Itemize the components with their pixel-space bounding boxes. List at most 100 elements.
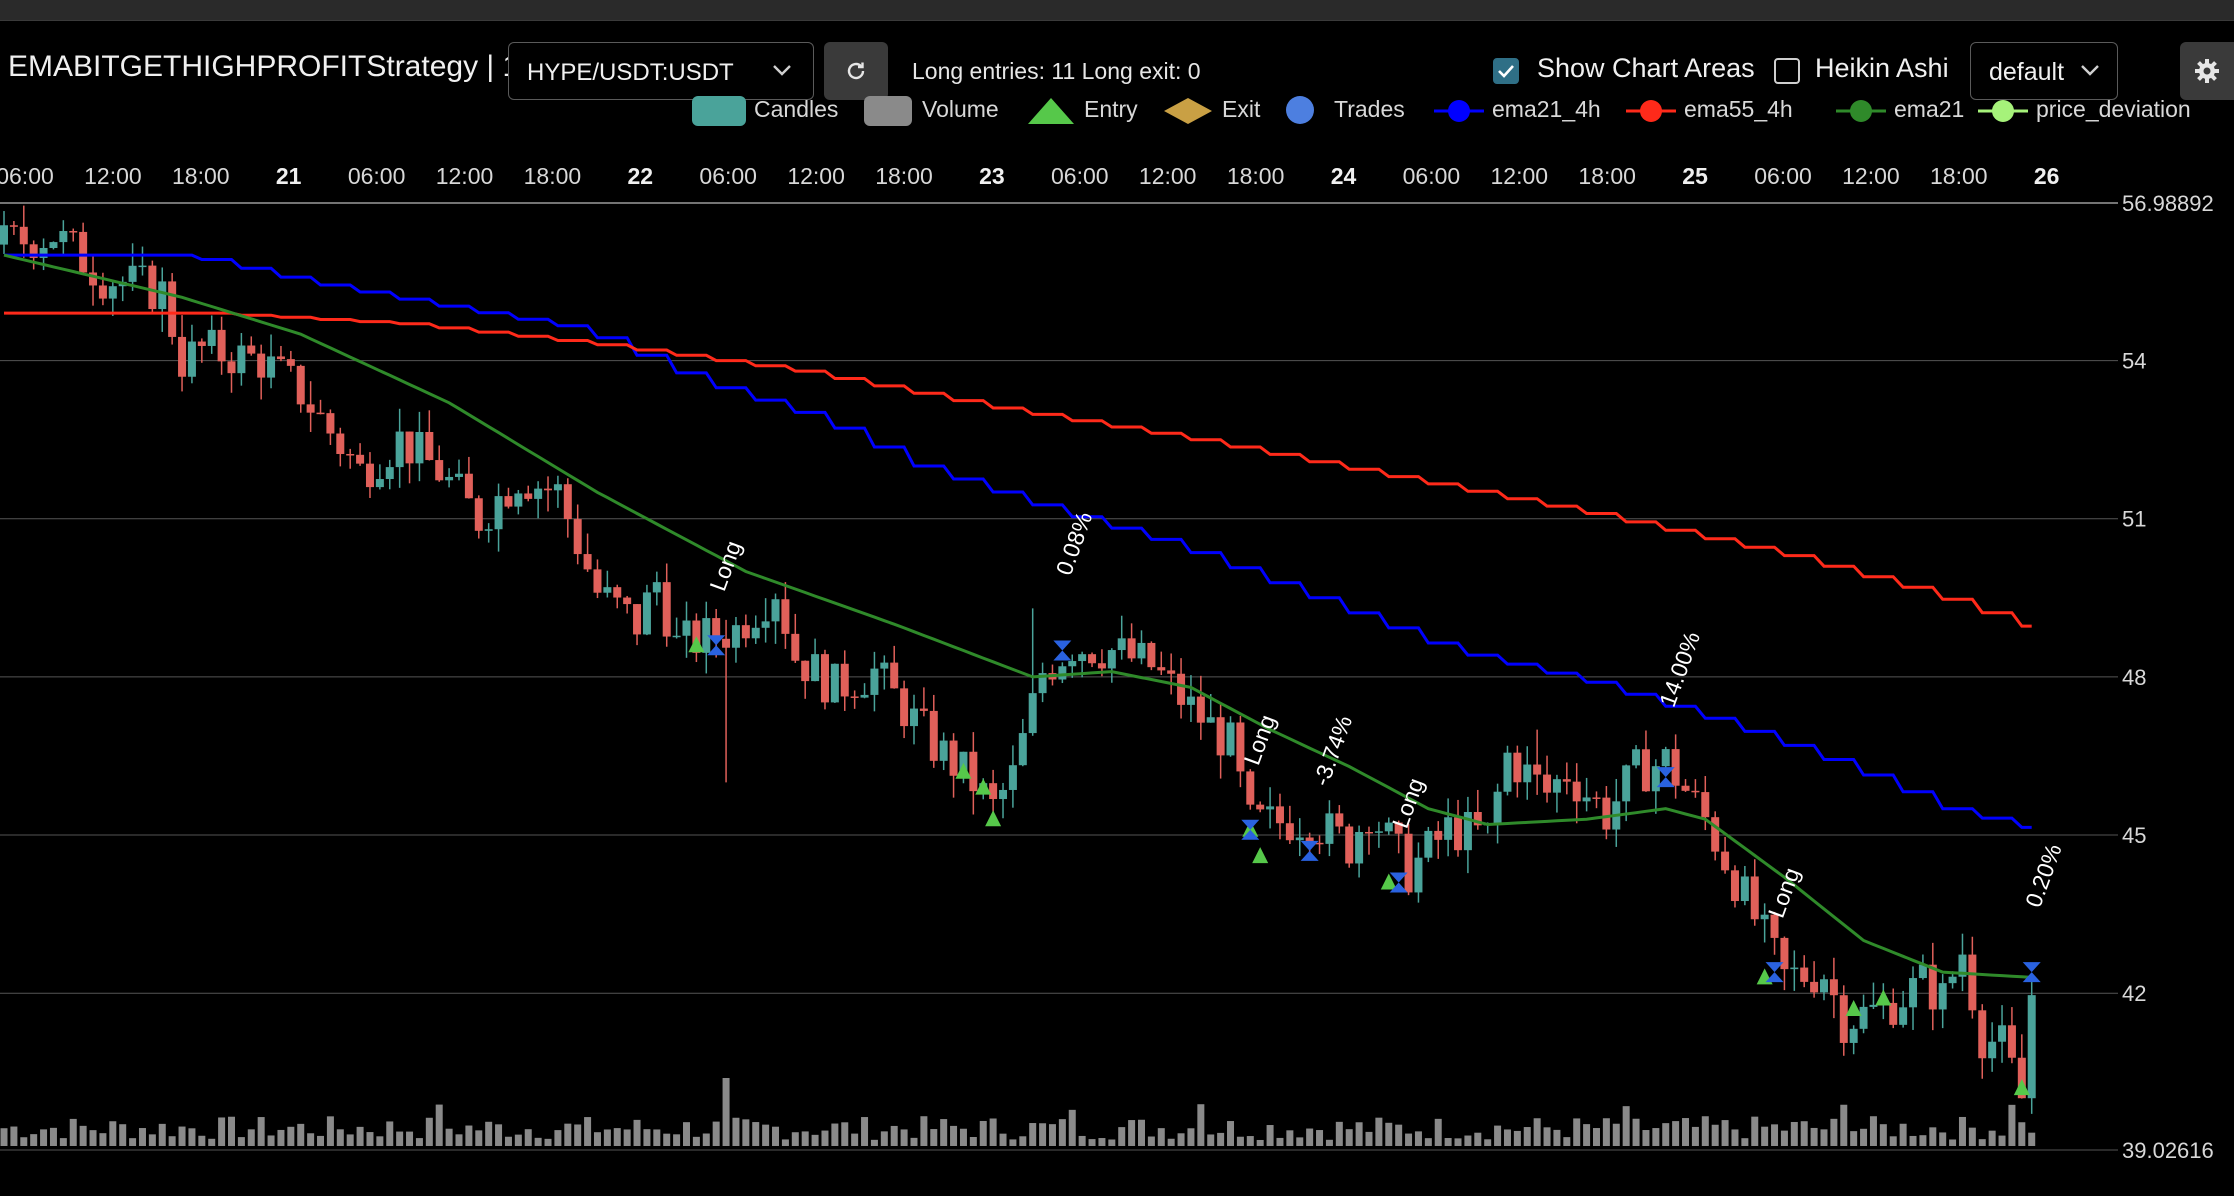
volume-bar xyxy=(425,1117,433,1146)
candle-body xyxy=(39,247,48,258)
candle-body xyxy=(702,618,711,653)
x-tick-label: 12:00 xyxy=(1139,163,1197,189)
candle-body xyxy=(1463,812,1472,851)
volume-bar xyxy=(1860,1128,1868,1146)
candle-body xyxy=(731,625,740,648)
candle-body xyxy=(435,460,444,481)
candle-body xyxy=(820,654,829,703)
candle-body xyxy=(1701,792,1710,818)
candle-body xyxy=(1513,752,1522,783)
heikin-ashi-checkbox[interactable] xyxy=(1774,58,1800,84)
candle-body xyxy=(880,662,889,669)
volume-bar xyxy=(682,1122,690,1146)
candle-body xyxy=(286,359,295,366)
volume-bar xyxy=(277,1129,285,1146)
y-tick-label: 45 xyxy=(2122,823,2146,848)
volume-bar xyxy=(663,1133,671,1146)
volume-bar xyxy=(178,1126,186,1146)
volume-bar xyxy=(1058,1119,1066,1146)
volume-bar xyxy=(59,1138,67,1146)
candle-body xyxy=(356,454,365,464)
candle-body xyxy=(534,488,543,499)
candle-body xyxy=(909,708,918,727)
volume-bar xyxy=(49,1127,57,1146)
volume-bar xyxy=(1810,1127,1818,1146)
candle-body xyxy=(1028,693,1037,734)
candle-body xyxy=(1889,1002,1898,1025)
volume-bar xyxy=(1088,1139,1096,1146)
pair-select[interactable]: HYPE/USDT:USDT xyxy=(508,42,814,100)
candle-body xyxy=(494,496,503,530)
x-tick-label: 06:00 xyxy=(348,163,406,189)
trade-annotation: 0.20% xyxy=(2020,840,2067,910)
candle-body xyxy=(1740,876,1749,902)
candle-body xyxy=(1770,914,1779,938)
volume-bar xyxy=(396,1131,404,1146)
line-marker-icon xyxy=(1836,100,1886,122)
x-tick-label: 18:00 xyxy=(1227,163,1285,189)
legend-label: Exit xyxy=(1222,96,1261,122)
candle-body xyxy=(484,529,493,531)
volume-bar xyxy=(1029,1123,1037,1146)
candle-body xyxy=(1266,806,1275,810)
candle-body xyxy=(939,740,948,761)
refresh-button[interactable] xyxy=(824,42,888,100)
volume-bar xyxy=(247,1129,255,1146)
circle-icon xyxy=(1286,96,1314,124)
volume-bar xyxy=(1899,1123,1907,1146)
volume-bar xyxy=(554,1130,562,1146)
candle-body xyxy=(1285,823,1294,841)
candle-body xyxy=(1928,964,1937,1010)
volume-bar xyxy=(1236,1136,1244,1146)
candle-body xyxy=(1711,817,1720,852)
volume-bar xyxy=(168,1136,176,1146)
candle-body xyxy=(1454,817,1463,851)
show-chart-areas-checkbox[interactable] xyxy=(1493,58,1519,84)
candle-body xyxy=(1533,764,1542,775)
candle-body xyxy=(316,412,325,415)
candle-body xyxy=(672,635,681,638)
heikin-ashi-label[interactable]: Heikin Ashi xyxy=(1815,53,1949,83)
volume-bar xyxy=(1672,1121,1680,1146)
candle-body xyxy=(227,361,236,374)
volume-bar xyxy=(1484,1139,1492,1146)
candle-body xyxy=(1058,666,1067,680)
x-tick-label: 12:00 xyxy=(84,163,142,189)
show-chart-areas-label[interactable]: Show Chart Areas xyxy=(1537,53,1755,83)
candle-body xyxy=(1008,765,1017,790)
volume-bar xyxy=(950,1125,958,1146)
price-chart[interactable]: 56.98892 54 51 48 45 42 39.02616 06:00 12:00 18:0… xyxy=(0,140,2234,1196)
candle-body xyxy=(1869,1004,1878,1007)
settings-button[interactable] xyxy=(2180,42,2234,100)
candle-body xyxy=(2017,1057,2026,1099)
volume-bar xyxy=(801,1131,809,1146)
candle-body xyxy=(128,265,137,282)
volume-bar xyxy=(1652,1128,1660,1146)
y-tick-label: 56.98892 xyxy=(2122,191,2214,216)
volume-bar xyxy=(821,1130,829,1146)
trade-annotation: Long xyxy=(1763,864,1805,921)
trade-annotation: Long xyxy=(1239,711,1281,768)
candle-body xyxy=(1790,967,1799,970)
candle-body xyxy=(1364,831,1373,834)
volume-bar xyxy=(1207,1134,1215,1146)
candle-body xyxy=(365,463,374,488)
candle-body xyxy=(1938,983,1947,1010)
theme-select[interactable]: default xyxy=(1970,42,2118,100)
candle-body xyxy=(247,345,256,354)
volume-bar xyxy=(1751,1116,1759,1146)
volume-bar xyxy=(415,1138,423,1146)
candle-body xyxy=(59,231,68,243)
candle-body xyxy=(207,329,216,346)
candle-body xyxy=(791,633,800,661)
candle-body xyxy=(1216,717,1225,756)
y-tick-label: 54 xyxy=(2122,349,2146,374)
candle-body xyxy=(1157,667,1166,671)
candle-body xyxy=(326,413,335,434)
candle-body xyxy=(217,329,226,362)
candle-body xyxy=(1810,981,1819,993)
candle-body xyxy=(1038,673,1047,694)
candle-body xyxy=(276,356,285,360)
volume-bar xyxy=(1523,1127,1531,1146)
candle-body xyxy=(1632,749,1641,766)
